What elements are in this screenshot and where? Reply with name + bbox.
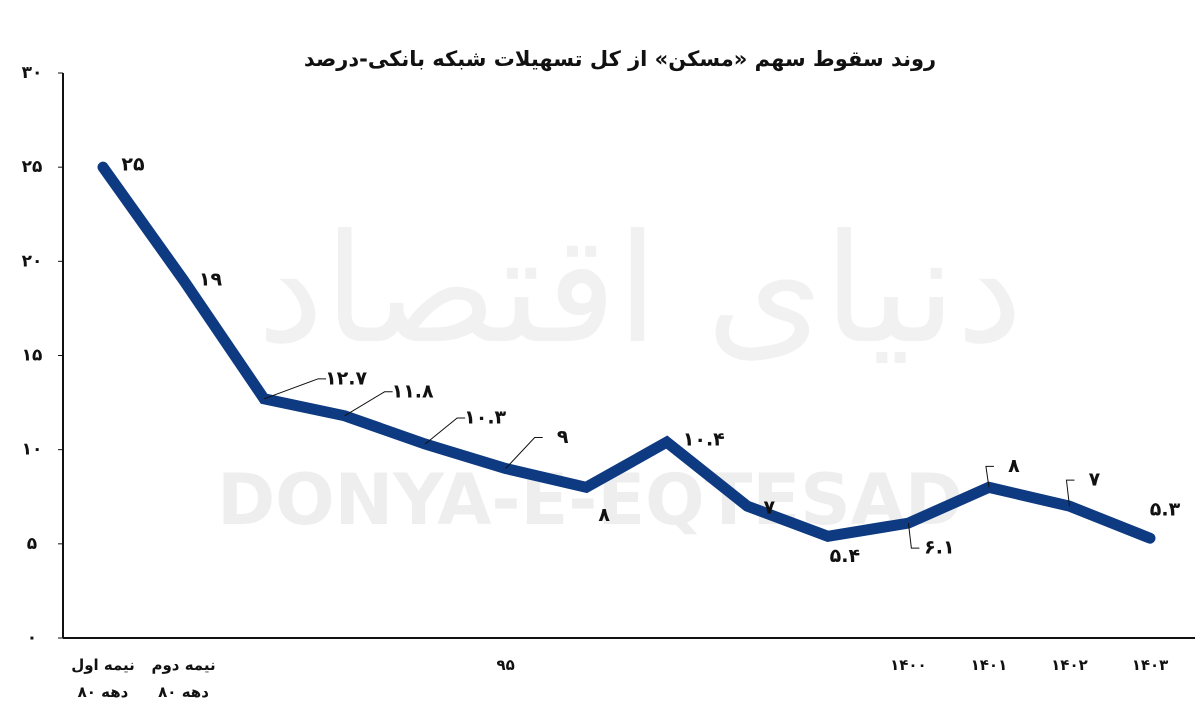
y-tick-label: ۱۰ xyxy=(22,440,43,460)
y-tick-label: ۳۰ xyxy=(22,63,43,83)
data-label: ۸ xyxy=(598,504,610,526)
x-tick-label: ۱۴۰۳ xyxy=(1132,656,1169,674)
x-tick-label: ۹۵ xyxy=(497,656,515,674)
data-label: ۵.۳ xyxy=(1150,499,1181,521)
y-tick-label: ۱۵ xyxy=(22,346,43,366)
leader-line xyxy=(424,417,466,445)
data-label: ۹ xyxy=(557,426,569,448)
leader-line xyxy=(344,391,393,417)
leader-line xyxy=(907,523,920,549)
data-label: ۱۹ xyxy=(199,269,223,291)
data-label: ۸ xyxy=(1008,455,1020,477)
x-tick-label: نیمه اول دهه ۸۰ xyxy=(71,656,135,701)
data-label: ۷ xyxy=(1089,469,1101,491)
y-tick-label: ۰ xyxy=(27,628,37,648)
x-tick-label: نیمه دوم دهه ۸۰ xyxy=(151,656,215,701)
chart-title: روند سقوط سهم «مسکن» از کل تسهیلات شبکه … xyxy=(304,47,936,71)
leader-line xyxy=(263,378,327,400)
data-label: ۷ xyxy=(764,497,776,519)
data-label: ۶.۱ xyxy=(924,537,954,559)
watermark: DONYA-E-EQTESAD xyxy=(217,459,963,541)
data-label: ۵.۴ xyxy=(830,545,860,567)
leader-line xyxy=(1065,479,1075,507)
line xyxy=(97,161,1156,544)
data-label: ۱۰.۴ xyxy=(683,429,725,451)
y-tick-label: ۲۰ xyxy=(22,251,43,271)
data-label: ۱۲.۷ xyxy=(325,367,367,389)
y-tick-label: ۲۵ xyxy=(22,157,43,177)
leader-line xyxy=(505,437,543,469)
leader-line xyxy=(985,465,994,488)
x-tick-label: ۱۴۰۱ xyxy=(971,656,1008,674)
data-label: ۲۵ xyxy=(121,154,145,176)
x-tick-label: ۱۴۰۲ xyxy=(1051,656,1088,674)
y-tick-label: ۵ xyxy=(27,534,37,554)
data-label: ۱۰.۳ xyxy=(464,407,506,429)
watermark-fa: دنیای اقتصاد xyxy=(257,203,1023,377)
x-tick-label: ۱۴۰۰ xyxy=(890,656,927,674)
data-label: ۱۱.۸ xyxy=(392,380,434,402)
